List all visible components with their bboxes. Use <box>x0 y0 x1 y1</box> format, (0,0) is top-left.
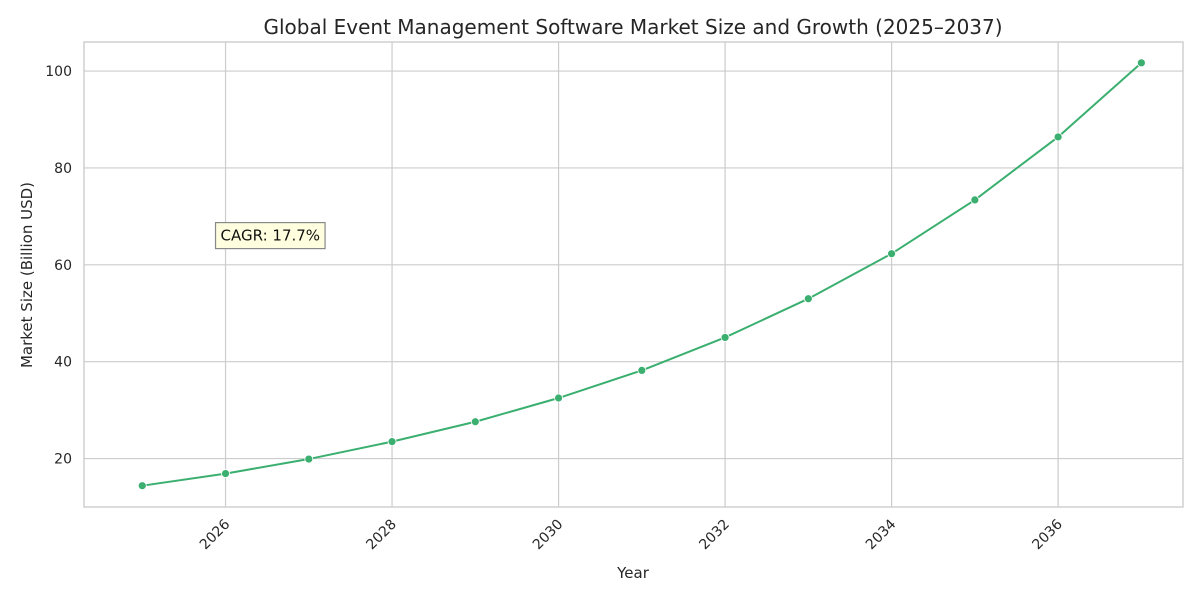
data-point <box>720 333 730 342</box>
chart-title: Global Event Management Software Market … <box>263 15 1002 39</box>
cagr-annotation-box <box>214 221 326 250</box>
data-point <box>1136 58 1146 68</box>
data-point <box>637 366 647 375</box>
data-point <box>470 417 480 427</box>
tick-labels: 2026 2028 2030 2032 2034 2036 20 40 60 80 100 <box>45 64 1066 553</box>
y-tick-label: 40 <box>54 355 72 371</box>
y-tick-label: 100 <box>45 64 72 80</box>
y-tick-label: 60 <box>54 258 72 274</box>
cagr-annotation: CAGR: 17.7% <box>221 227 321 245</box>
x-tick-label: 2030 <box>530 517 567 554</box>
y-tick-label: 80 <box>54 161 72 177</box>
x-tick-label: 2026 <box>197 516 234 553</box>
x-tick-label: 2028 <box>363 517 400 554</box>
series-line <box>142 62 1143 487</box>
series-layer <box>137 58 1146 491</box>
data-point <box>887 249 896 259</box>
data-point <box>304 454 314 464</box>
x-tick-label: 2036 <box>1029 516 1066 553</box>
x-tick-label: 2034 <box>863 516 900 553</box>
data-point <box>387 437 397 447</box>
data-point <box>1053 132 1063 142</box>
x-tick-label: 2032 <box>696 517 733 554</box>
data-point <box>554 393 563 403</box>
annotation: CAGR: 17.7% <box>214 221 326 250</box>
data-point <box>221 469 230 478</box>
grid <box>84 42 1183 507</box>
data-point <box>803 294 813 304</box>
data-point <box>137 481 147 491</box>
y-tick-label: 20 <box>54 452 72 468</box>
plot-frame <box>83 41 1184 508</box>
y-axis-label: Market Size (Billion USD) <box>18 182 36 368</box>
data-point <box>970 195 980 205</box>
x-axis-label: Year <box>616 564 650 582</box>
